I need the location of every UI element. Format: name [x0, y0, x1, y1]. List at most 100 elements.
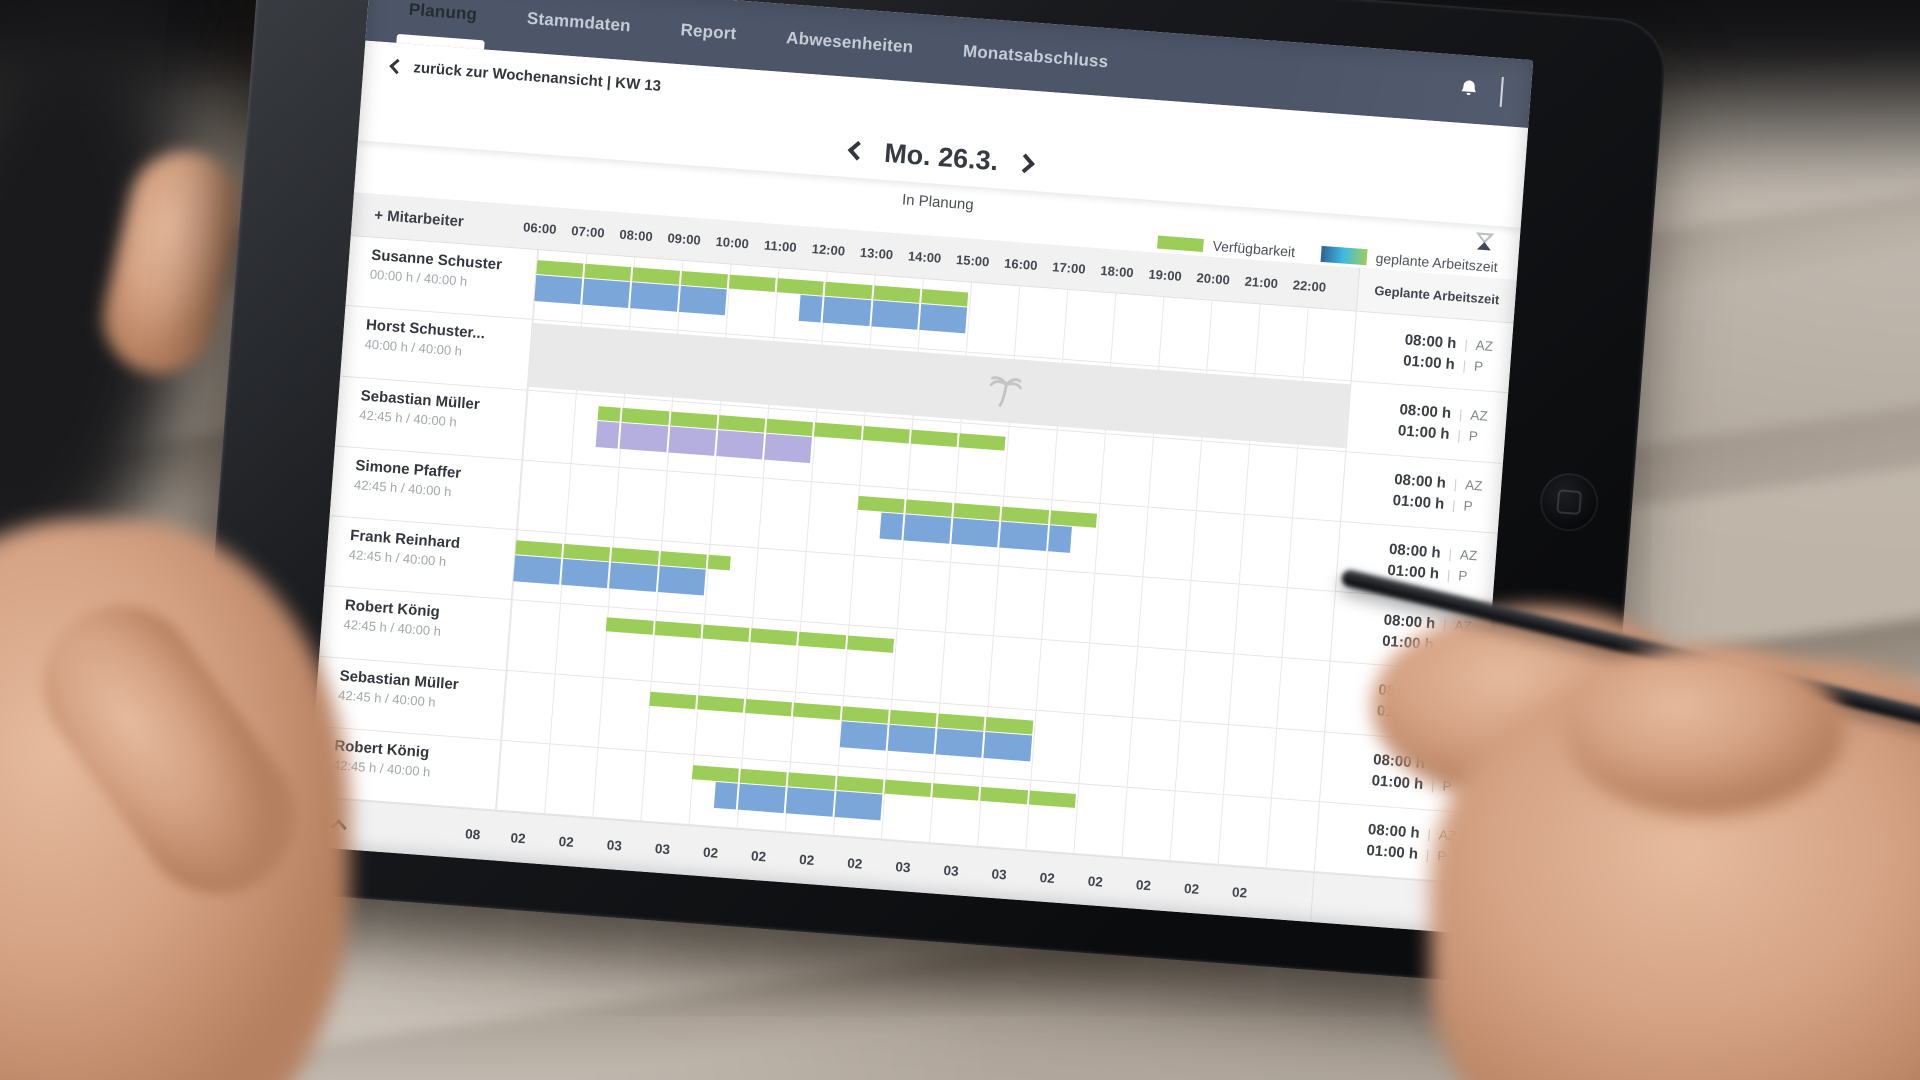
- gantt-bar-planned[interactable]: [887, 724, 936, 754]
- gantt-bar-availability[interactable]: [932, 783, 980, 801]
- hourly-count: 03: [991, 865, 1008, 882]
- tablet-device: Planung Stammdaten Report Abwesenheiten Mona…: [189, 0, 1669, 992]
- gantt-bar-availability[interactable]: [728, 274, 776, 292]
- palm-tree-icon: [989, 376, 1022, 407]
- gantt-bar-availability[interactable]: [597, 405, 622, 422]
- gantt-bar-availability[interactable]: [814, 421, 862, 440]
- gantt-bar-special[interactable]: [764, 433, 813, 463]
- gantt-bar-planned[interactable]: [834, 790, 883, 821]
- gantt-bar-availability[interactable]: [654, 621, 702, 639]
- planned-value: 08:00 h: [1404, 331, 1458, 352]
- tablet-screen: Planung Stammdaten Report Abwesenheiten Mona…: [304, 0, 1534, 934]
- gantt-bar-planned[interactable]: [561, 558, 610, 589]
- employee-name-cell[interactable]: Susanne Schuster 00:00 h / 40:00 h: [345, 236, 539, 320]
- gantt-bar-availability[interactable]: [980, 786, 1028, 805]
- schedule-rows: Susanne Schuster 00:00 h / 40:00 h 08:00 h…: [308, 236, 1514, 884]
- gantt-bar-planned[interactable]: [983, 731, 1032, 761]
- employee-row: Horst Schuster... 40:00 h / 40:00 h 08:00 …: [340, 306, 1509, 464]
- hour-label: 07:00: [570, 222, 606, 241]
- hour-label: 08:00: [618, 226, 654, 244]
- gantt-bar-special[interactable]: [668, 426, 717, 456]
- gantt-bar-planned[interactable]: [513, 555, 562, 585]
- gantt-bar-planned[interactable]: [657, 566, 706, 596]
- employee-name-cell[interactable]: Robert König 42:45 h / 40:00 h: [319, 586, 512, 670]
- gantt-bar-planned[interactable]: [935, 727, 984, 758]
- gantt-bar-planned[interactable]: [609, 562, 658, 592]
- gantt-bar-special[interactable]: [620, 422, 669, 452]
- gantt-bar-availability[interactable]: [910, 429, 958, 447]
- employee-name-cell[interactable]: Simone Pfaffer 42:45 h / 40:00 h: [329, 446, 523, 530]
- gantt-bar-planned[interactable]: [737, 783, 787, 813]
- planned-separator: |: [1451, 497, 1457, 513]
- hour-label: 11:00: [763, 237, 798, 255]
- hourly-count: 02: [702, 844, 719, 861]
- planned-unit: AZ: [1459, 547, 1478, 564]
- employee-name-cell[interactable]: Frank Reinhard 42:45 h / 40:00 h: [324, 516, 518, 600]
- planned-value: 08:00 h: [1383, 611, 1436, 633]
- gantt-bar-planned[interactable]: [678, 285, 727, 316]
- hourly-count: 02: [1039, 869, 1056, 886]
- absence-block[interactable]: [527, 323, 1351, 448]
- planned-separator: |: [1458, 406, 1464, 422]
- gantt-bar-planned[interactable]: [903, 514, 952, 544]
- gantt-bar-availability[interactable]: [649, 691, 697, 709]
- gantt-bar-planned[interactable]: [630, 282, 679, 312]
- gantt-bar-availability[interactable]: [697, 694, 745, 713]
- gantt-bar-availability[interactable]: [702, 624, 750, 643]
- planned-unit: AZ: [1469, 407, 1489, 424]
- planned-separator: |: [1426, 826, 1432, 843]
- planned-value: 01:00 h: [1392, 492, 1445, 513]
- hour-label: 21:00: [1244, 273, 1279, 291]
- gantt-bar-planned[interactable]: [919, 303, 968, 334]
- gantt-bar-availability[interactable]: [776, 278, 825, 296]
- employee-name-cell[interactable]: Sebastian Müller 42:45 h / 40:00 h: [313, 656, 507, 740]
- gantt-bar-planned[interactable]: [879, 512, 904, 540]
- gantt-bar-planned[interactable]: [786, 787, 835, 817]
- gantt-bar-availability[interactable]: [798, 632, 846, 650]
- gantt-bar-availability[interactable]: [884, 779, 932, 797]
- gantt-bar-planned[interactable]: [798, 294, 823, 323]
- home-button[interactable]: [1538, 471, 1601, 534]
- planned-value: 01:00 h: [1402, 351, 1456, 373]
- gantt-bar-planned[interactable]: [713, 781, 738, 810]
- gantt-bar-planned[interactable]: [839, 720, 888, 751]
- gantt-bar-availability[interactable]: [857, 495, 905, 513]
- hourglass-icon[interactable]: [1473, 230, 1497, 254]
- gantt-bar-planned[interactable]: [951, 517, 1000, 548]
- gantt-bar-availability[interactable]: [745, 698, 793, 716]
- gantt-bar-availability[interactable]: [862, 425, 910, 443]
- gantt-bar-planned[interactable]: [582, 278, 631, 309]
- employee-name-cell[interactable]: Horst Schuster... 40:00 h / 40:00 h: [340, 306, 533, 390]
- gantt-bar-availability[interactable]: [750, 628, 798, 646]
- gantt-bar-special[interactable]: [595, 420, 620, 449]
- hourly-count: 03: [654, 840, 671, 857]
- next-day-button[interactable]: [1015, 153, 1035, 174]
- gantt-bar-availability[interactable]: [1028, 790, 1076, 808]
- gantt-bar-availability[interactable]: [606, 617, 654, 636]
- status-row: In Planung Verfügbarkeit: [354, 140, 1521, 280]
- gantt-bar-planned[interactable]: [822, 296, 872, 327]
- gantt-bar-availability[interactable]: [691, 764, 740, 783]
- gantt-bar-availability[interactable]: [958, 432, 1006, 451]
- gantt-bar-availability[interactable]: [846, 635, 894, 654]
- previous-day-button[interactable]: [847, 140, 868, 161]
- planned-separator: |: [1453, 476, 1458, 492]
- employee-name-cell[interactable]: Sebastian Müller 42:45 h / 40:00 h: [334, 376, 528, 460]
- nav-right-actions: [1454, 55, 1533, 128]
- tab-report[interactable]: Report: [679, 20, 738, 44]
- gantt-bar-planned[interactable]: [534, 275, 583, 305]
- gantt-bar-availability[interactable]: [707, 554, 731, 571]
- gantt-timeline[interactable]: [527, 320, 1351, 451]
- gantt-bar-special[interactable]: [716, 429, 765, 460]
- planned-separator: |: [1456, 427, 1462, 443]
- gantt-bar-planned[interactable]: [999, 521, 1048, 551]
- hourly-count: 02: [1183, 880, 1200, 897]
- gantt-bar-planned[interactable]: [871, 300, 920, 330]
- bell-icon[interactable]: [1456, 77, 1482, 103]
- gantt-bar-availability[interactable]: [793, 702, 841, 720]
- hourly-count: 02: [846, 855, 863, 872]
- hourly-count: 02: [1087, 873, 1104, 890]
- gantt-bar-planned[interactable]: [1047, 524, 1072, 553]
